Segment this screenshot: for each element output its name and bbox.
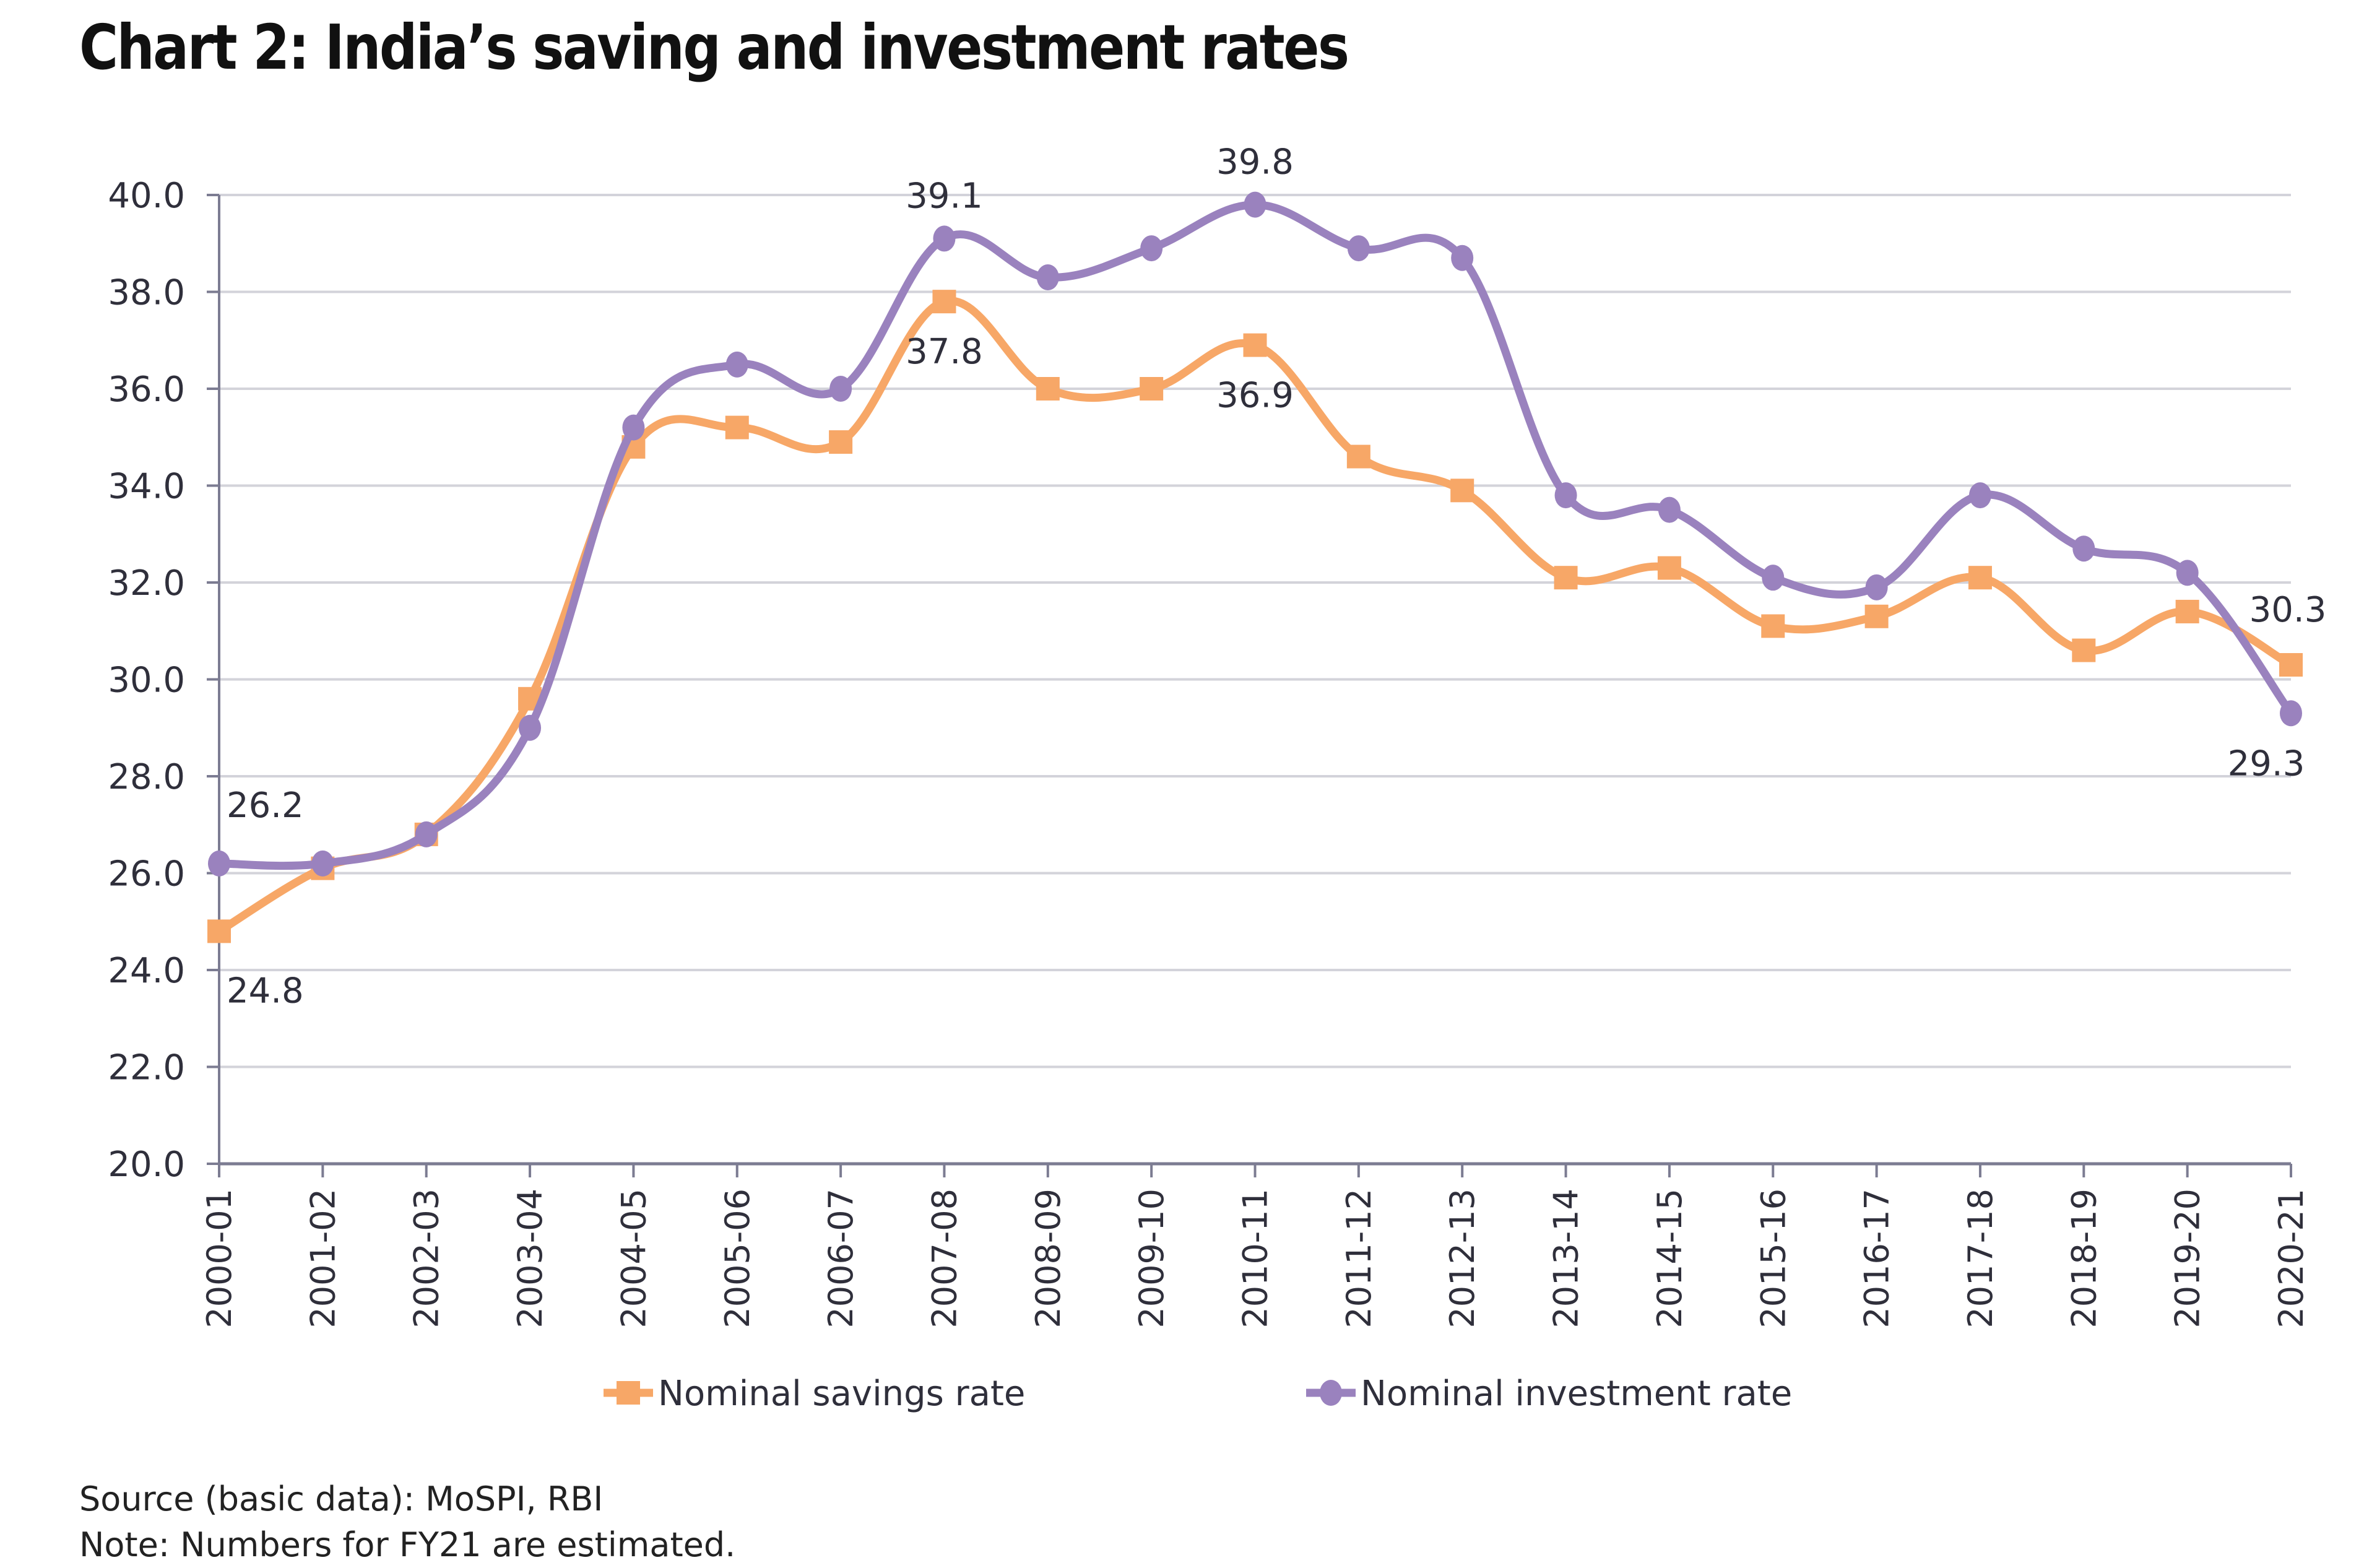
x-tick-label: 2009-10 bbox=[1132, 1189, 1171, 1328]
data-point-square bbox=[932, 290, 956, 314]
data-point-circle bbox=[2176, 560, 2199, 586]
x-tick-label: 2019-20 bbox=[2168, 1189, 2207, 1328]
data-point-square bbox=[1450, 479, 1474, 503]
data-point-circle bbox=[1036, 264, 1059, 291]
data-label: 36.9 bbox=[1216, 376, 1294, 416]
y-tick-label: 38.0 bbox=[108, 273, 185, 313]
data-label: 39.8 bbox=[1216, 142, 1294, 183]
x-tick-label: 2015-16 bbox=[1754, 1189, 1793, 1328]
x-tick-label: 2012-13 bbox=[1443, 1189, 1482, 1328]
data-point-circle bbox=[519, 714, 542, 741]
axes bbox=[207, 194, 2292, 1177]
y-tick-label: 36.0 bbox=[108, 370, 185, 410]
y-tick-label: 40.0 bbox=[108, 176, 185, 216]
data-labels: 24.8 37.8 36.9 30.3 26.2 39.1 39.8 29.3 bbox=[227, 142, 2326, 1011]
x-tick-label: 2016-17 bbox=[1858, 1189, 1897, 1328]
data-point-circle bbox=[2280, 700, 2302, 727]
y-tick-label: 30.0 bbox=[108, 661, 185, 701]
data-point-square bbox=[207, 919, 231, 943]
data-point-circle bbox=[1554, 482, 1577, 509]
series-group bbox=[207, 191, 2303, 943]
note-text: Note: Numbers for FY21 are estimated. bbox=[79, 1525, 736, 1564]
data-point-square bbox=[1864, 604, 1889, 628]
x-tick-label: 2002-03 bbox=[407, 1189, 446, 1328]
data-point-square bbox=[725, 415, 749, 440]
data-point-circle bbox=[1451, 245, 1474, 271]
x-tick-label: 2003-04 bbox=[511, 1189, 550, 1328]
x-tick-label: 2013-14 bbox=[1547, 1189, 1586, 1328]
data-point-square bbox=[1243, 333, 1267, 357]
data-point-circle bbox=[208, 850, 230, 877]
data-point-circle bbox=[933, 225, 956, 252]
x-tick-label: 2018-19 bbox=[2064, 1189, 2103, 1328]
data-point-circle bbox=[1658, 496, 1681, 523]
data-point-circle bbox=[2072, 535, 2095, 562]
data-label: 24.8 bbox=[227, 971, 304, 1011]
legend-item-savings: Nominal savings rate bbox=[604, 1374, 1025, 1414]
data-point-square bbox=[1968, 566, 1992, 590]
data-point-circle bbox=[829, 376, 852, 402]
data-point-square bbox=[829, 430, 853, 454]
data-point-circle bbox=[622, 414, 645, 441]
data-point-square bbox=[2072, 638, 2096, 662]
data-point-circle bbox=[1347, 235, 1370, 262]
y-tick-label: 20.0 bbox=[108, 1145, 185, 1185]
chart-title: Chart 2: India’s saving and investment r… bbox=[79, 11, 1349, 84]
x-tick-label: 2007-08 bbox=[925, 1189, 964, 1328]
y-tick-label: 24.0 bbox=[108, 951, 185, 991]
y-tick-label: 28.0 bbox=[108, 757, 185, 797]
data-point-circle bbox=[725, 351, 748, 378]
y-tick-label: 32.0 bbox=[108, 563, 185, 604]
source-text: Source (basic data): MoSPI, RBI bbox=[79, 1479, 604, 1518]
data-point-circle bbox=[311, 850, 334, 877]
data-label: 37.8 bbox=[906, 332, 983, 372]
y-tick-label: 22.0 bbox=[108, 1048, 185, 1088]
y-axis-ticks: 20.0 22.0 24.0 26.0 28.0 30.0 32.0 34.0 36.0 38.0… bbox=[108, 176, 185, 1185]
data-point-circle bbox=[1762, 565, 1785, 591]
data-point-circle bbox=[1865, 574, 1888, 600]
series-investment bbox=[208, 191, 2302, 877]
x-tick-label: 2017-18 bbox=[1961, 1189, 2000, 1328]
data-point-circle bbox=[1140, 235, 1163, 262]
source-note: Source (basic data): MoSPI, RBI Note: Nu… bbox=[79, 1476, 735, 1568]
y-tick-label: 26.0 bbox=[108, 854, 185, 894]
data-point-square bbox=[1761, 614, 1785, 638]
x-axis-ticks: 2000-01 2001-02 2002-03 2003-04 2004-05 2005-… bbox=[200, 1189, 2311, 1328]
x-tick-label: 2011-12 bbox=[1340, 1189, 1379, 1328]
x-tick-label: 2005-06 bbox=[718, 1189, 757, 1328]
data-label: 39.1 bbox=[906, 176, 983, 216]
x-tick-label: 2004-05 bbox=[614, 1189, 653, 1328]
data-label: 26.2 bbox=[227, 786, 304, 826]
x-tick-label: 2006-07 bbox=[821, 1189, 860, 1328]
data-point-square bbox=[1140, 377, 1164, 401]
data-label: 29.3 bbox=[2228, 743, 2305, 784]
x-tick-label: 2001-02 bbox=[303, 1189, 342, 1328]
data-point-square bbox=[2279, 653, 2303, 677]
data-point-square bbox=[1036, 377, 1060, 401]
legend-marker-square bbox=[617, 1381, 640, 1405]
y-tick-label: 34.0 bbox=[108, 467, 185, 507]
legend-label: Nominal savings rate bbox=[658, 1374, 1025, 1414]
data-point-circle bbox=[415, 821, 438, 847]
data-label: 30.3 bbox=[2249, 590, 2327, 630]
x-tick-label: 2010-11 bbox=[1236, 1189, 1275, 1328]
x-tick-label: 2000-01 bbox=[200, 1189, 239, 1328]
series-line bbox=[215, 297, 2295, 935]
x-tick-label: 2014-15 bbox=[1650, 1189, 1689, 1328]
legend: Nominal savings rate Nominal investment r… bbox=[604, 1374, 1792, 1414]
data-point-square bbox=[1657, 556, 1681, 580]
data-point-square bbox=[2175, 599, 2199, 623]
data-point-square bbox=[1346, 444, 1370, 469]
x-tick-label: 2008-09 bbox=[1029, 1189, 1068, 1328]
legend-marker-circle bbox=[1320, 1380, 1342, 1406]
data-point-circle bbox=[1244, 191, 1266, 218]
x-tick-label: 2020-21 bbox=[2272, 1189, 2311, 1328]
legend-item-investment: Nominal investment rate bbox=[1306, 1374, 1792, 1414]
gridlines bbox=[219, 194, 2291, 1068]
data-point-square bbox=[1554, 566, 1578, 590]
legend-label: Nominal investment rate bbox=[1361, 1374, 1792, 1414]
data-point-circle bbox=[1968, 482, 1991, 509]
series-line bbox=[215, 201, 2295, 870]
